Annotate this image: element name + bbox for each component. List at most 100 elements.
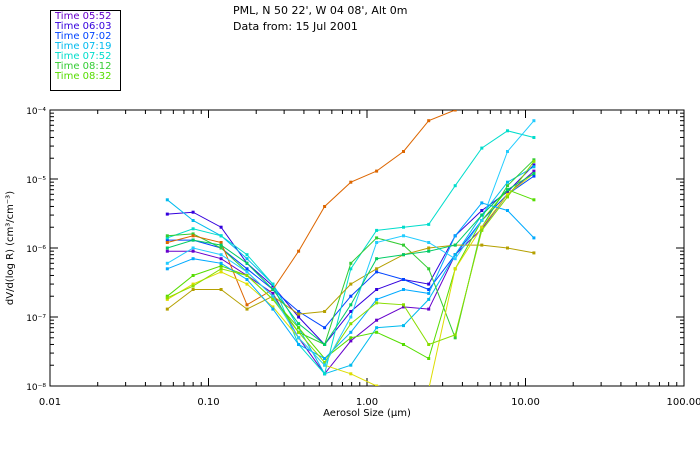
data-point: [219, 267, 223, 271]
data-point: [191, 232, 195, 236]
y-tick-label: 10⁻⁸: [26, 383, 46, 393]
data-point: [191, 227, 195, 231]
data-point: [349, 310, 353, 313]
data-point: [349, 282, 353, 286]
legend-item: Time 07:52: [55, 51, 112, 62]
data-point: [402, 278, 405, 281]
data-point: [375, 384, 379, 386]
y-tick-label: 10⁻⁶: [26, 245, 46, 255]
data-point: [297, 322, 301, 326]
data-point: [191, 234, 195, 238]
location-title: PML, N 50 22', W 04 08', Alt 0m: [233, 4, 408, 17]
data-point: [427, 119, 431, 123]
data-point: [219, 253, 223, 257]
data-point: [219, 288, 223, 291]
data-point: [165, 297, 169, 301]
data-point: [427, 307, 431, 311]
data-point: [219, 246, 223, 250]
data-point: [532, 169, 536, 173]
data-point: [532, 236, 536, 240]
data-point: [245, 282, 249, 286]
data-point: [165, 238, 169, 242]
data-point: [191, 257, 195, 261]
data-point: [480, 146, 484, 150]
data-point: [349, 322, 353, 326]
data-point: [165, 212, 169, 216]
data-point: [375, 267, 379, 271]
data-point: [165, 198, 169, 202]
data-point: [375, 228, 379, 232]
data-point: [191, 246, 195, 250]
y-tick-label: 10⁻⁷: [26, 314, 46, 324]
data-point: [191, 238, 195, 242]
legend-item: Time 07:02: [55, 31, 112, 42]
data-point: [480, 213, 484, 217]
data-point: [297, 315, 301, 319]
data-point: [453, 243, 457, 247]
data-point: [245, 267, 249, 271]
data-point: [349, 261, 353, 265]
data-point: [323, 310, 327, 313]
data-point: [453, 267, 457, 271]
data-point: [453, 253, 457, 257]
data-point: [297, 343, 301, 346]
data-point: [349, 330, 353, 334]
data-point: [480, 243, 484, 247]
data-point: [506, 184, 509, 188]
data-point: [532, 119, 536, 123]
data-point: [271, 294, 275, 298]
data-point: [402, 388, 405, 391]
data-point: [375, 257, 379, 261]
y-tick-label: 10⁻⁵: [26, 176, 46, 186]
data-point: [245, 253, 249, 257]
series-line: [167, 110, 456, 306]
data-point: [506, 195, 509, 199]
data-point: [453, 110, 457, 112]
data-point: [427, 249, 431, 253]
data-point: [402, 303, 405, 307]
data-point: [219, 264, 223, 268]
data-point: [271, 291, 275, 295]
data-point: [349, 339, 353, 343]
data-point: [165, 241, 169, 244]
data-point: [506, 150, 509, 153]
data-point: [245, 307, 249, 311]
data-point: [165, 307, 169, 311]
data-point: [349, 294, 353, 298]
legend: Time 05:52 Time 06:03 Time 07:02 Time 07:19…: [50, 10, 121, 91]
data-point: [427, 267, 431, 271]
data-point: [453, 336, 457, 340]
data-point: [375, 236, 379, 240]
data-point: [427, 357, 431, 360]
data-point: [402, 234, 405, 238]
data-point: [506, 188, 509, 192]
data-point: [165, 261, 169, 265]
data-point: [532, 163, 536, 167]
data-point: [323, 343, 327, 346]
data-point: [349, 363, 353, 367]
data-point: [349, 267, 353, 271]
data-point: [375, 270, 379, 274]
data-point: [219, 270, 223, 274]
legend-item: Time 06:03: [55, 21, 112, 32]
data-point: [453, 184, 457, 188]
data-point: [297, 330, 301, 334]
data-point: [427, 246, 431, 250]
x-tick-label: 10.00: [511, 397, 540, 408]
data-date: Data from: 15 Jul 2001: [233, 20, 358, 33]
data-point: [323, 360, 327, 364]
legend-item: Time 08:12: [55, 61, 112, 72]
data-point: [453, 257, 457, 261]
data-point: [219, 225, 223, 229]
data-point: [453, 333, 457, 337]
data-point: [219, 261, 223, 265]
axes: 0.01 0.10 1.00 10.00 100.00 10⁻⁸ 10⁻⁷ 10⁻⁶ 10⁻⁵ 1…: [26, 107, 700, 408]
data-point: [245, 257, 249, 261]
x-tick-label: 1.00: [356, 397, 378, 408]
data-point: [191, 219, 195, 222]
series-7: [165, 188, 536, 360]
data-point: [191, 249, 195, 253]
legend-item: Time 08:32: [55, 71, 112, 82]
legend-item: Time 07:19: [55, 41, 112, 52]
